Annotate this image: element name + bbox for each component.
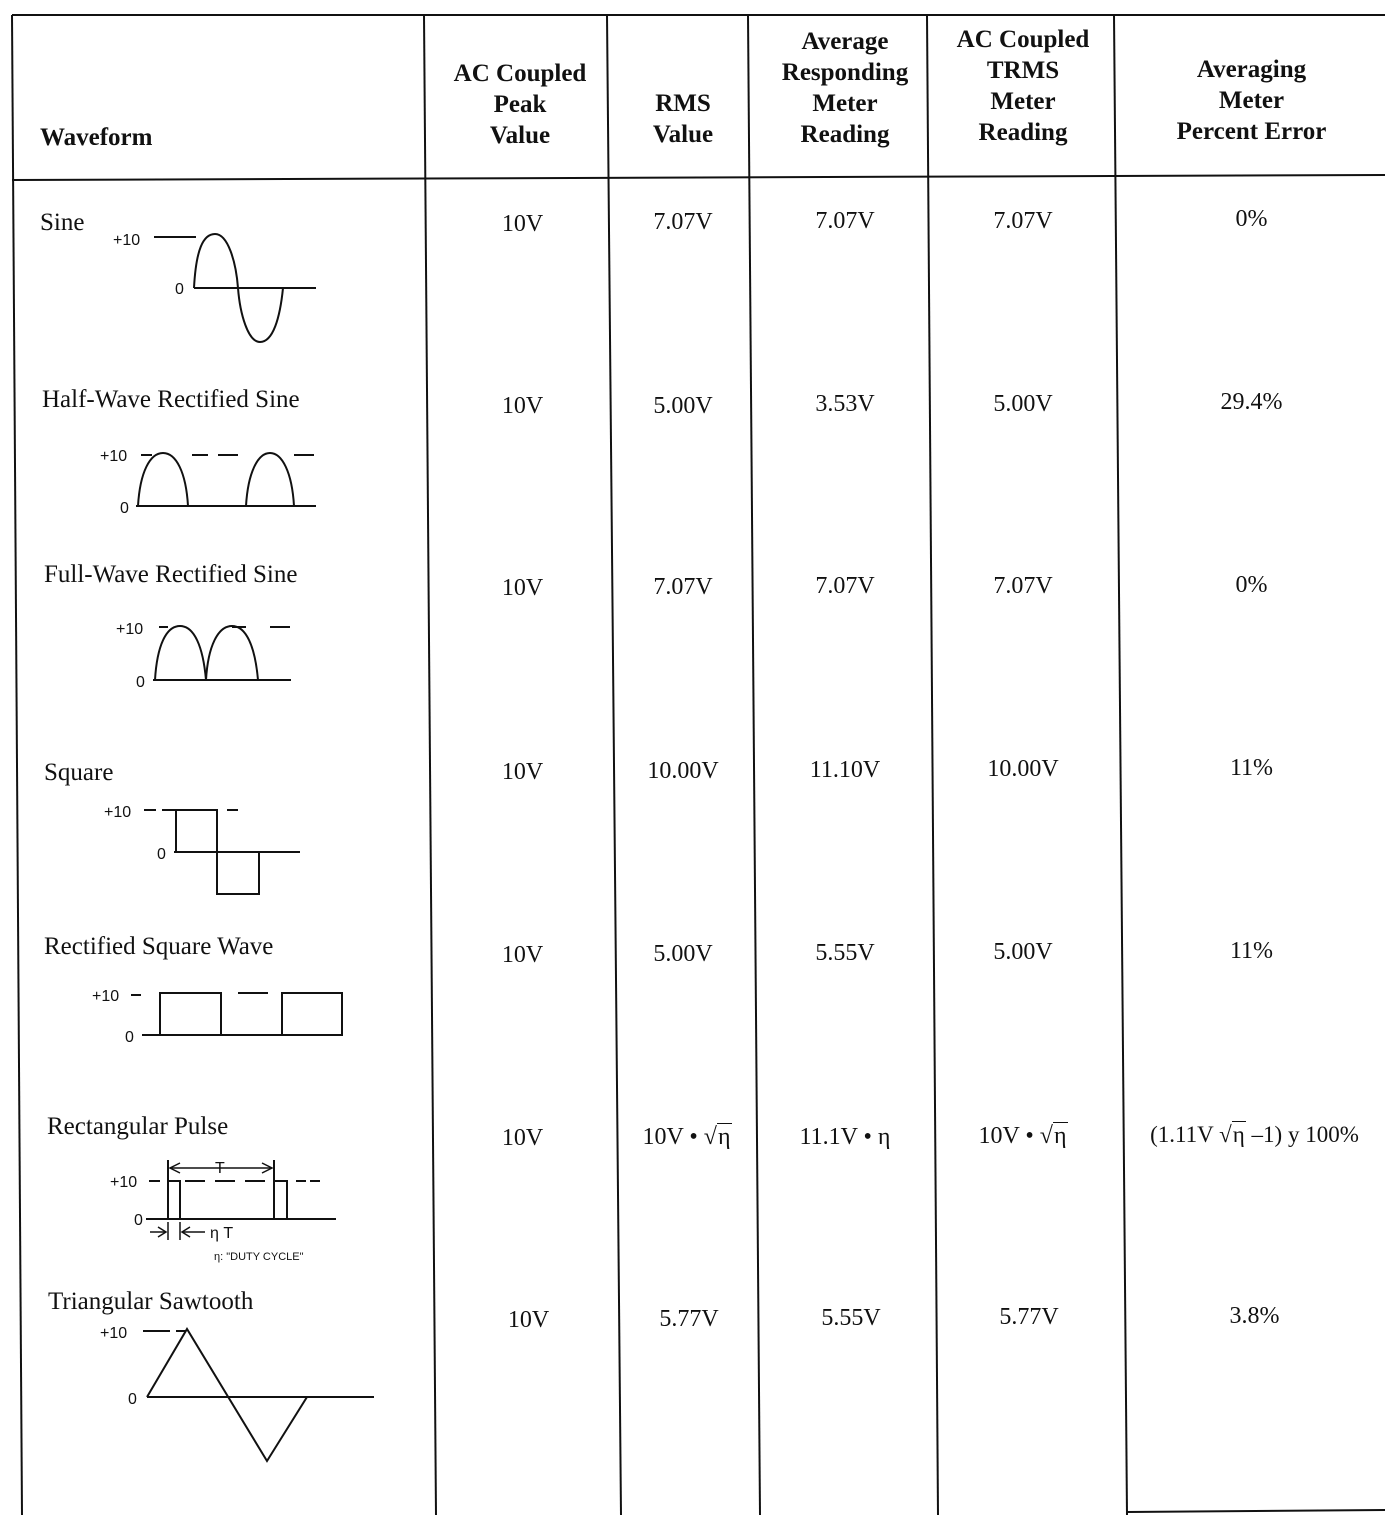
waveform-name-rectangular-pulse: Rectangular Pulse bbox=[47, 1113, 229, 1140]
sine-wave-diagram bbox=[154, 232, 316, 344]
full-wave-diagram bbox=[153, 624, 291, 681]
label-zero: 0 bbox=[175, 281, 184, 298]
cell-rms: 7.07V bbox=[653, 574, 713, 600]
cell-peak: 10V bbox=[501, 1125, 544, 1151]
cell-avg: 3.53V bbox=[815, 391, 875, 417]
cell-avg: 7.07V bbox=[815, 208, 875, 234]
waveform-name-full-wave: Full-Wave Rectified Sine bbox=[44, 561, 298, 588]
cell-trms: 7.07V bbox=[993, 573, 1053, 599]
label-tau: T bbox=[215, 1160, 225, 1177]
cell-avg: 7.07V bbox=[815, 573, 875, 599]
cell-avg: 11.10V bbox=[809, 757, 881, 783]
label-zero: 0 bbox=[128, 1391, 137, 1408]
header-trms-reading: AC Coupled TRMS Meter Reading bbox=[956, 26, 1090, 146]
label-plus10: +10 bbox=[110, 1174, 137, 1191]
waveform-name-square: Square bbox=[44, 759, 114, 786]
half-wave-diagram bbox=[136, 451, 316, 507]
cell-avg: 11.1V • η bbox=[799, 1124, 891, 1150]
cell-rms: 7.07V bbox=[653, 209, 713, 235]
cell-rms: 5.00V bbox=[653, 941, 713, 967]
cell-rms: 10.00V bbox=[647, 758, 719, 784]
cell-rms: 5.77V bbox=[659, 1306, 719, 1332]
header-waveform: Waveform bbox=[40, 124, 153, 151]
header-average-reading: Average Responding Meter Reading bbox=[781, 28, 909, 148]
cell-error: 11% bbox=[1229, 938, 1274, 964]
rectangular-pulse-diagram bbox=[146, 1160, 336, 1240]
cell-error: 3.8% bbox=[1229, 1303, 1280, 1329]
cell-error: 0% bbox=[1235, 206, 1268, 232]
label-zero: 0 bbox=[125, 1029, 134, 1046]
cell-avg: 5.55V bbox=[815, 940, 875, 966]
label-plus10: +10 bbox=[104, 804, 131, 821]
cell-peak: 10V bbox=[501, 942, 544, 968]
triangular-wave-diagram bbox=[143, 1327, 374, 1463]
cell-rms: 10V • √η bbox=[642, 1123, 732, 1150]
cell-trms: 10V • √η bbox=[978, 1122, 1068, 1149]
cell-error: 0% bbox=[1235, 572, 1268, 598]
cell-trms: 5.77V bbox=[999, 1304, 1059, 1330]
label-plus10: +10 bbox=[100, 448, 127, 465]
label-zero: 0 bbox=[157, 846, 166, 863]
label-zero: 0 bbox=[134, 1212, 143, 1229]
cell-peak: 10V bbox=[501, 211, 544, 237]
header-rms-value: RMS Value bbox=[652, 90, 714, 148]
waveform-name-half-wave: Half-Wave Rectified Sine bbox=[42, 386, 300, 413]
cell-trms: 5.00V bbox=[993, 391, 1053, 417]
label-duty-cycle: η: "DUTY CYCLE" bbox=[214, 1251, 304, 1263]
label-plus10: +10 bbox=[113, 232, 140, 249]
header-peak-value: AC Coupled Peak Value bbox=[453, 60, 587, 149]
label-plus10: +10 bbox=[100, 1325, 127, 1342]
waveform-name-triangular-sawtooth: Triangular Sawtooth bbox=[48, 1288, 254, 1315]
cell-rms: 5.00V bbox=[653, 393, 713, 419]
cell-error: (1.11V √η –1) y 100% bbox=[1150, 1121, 1359, 1147]
header-percent-error: Averaging Meter Percent Error bbox=[1176, 56, 1327, 145]
cell-error: 29.4% bbox=[1220, 389, 1283, 415]
label-zero: 0 bbox=[136, 674, 145, 691]
cell-peak: 10V bbox=[501, 759, 544, 785]
square-wave-diagram bbox=[144, 809, 300, 895]
cell-trms: 5.00V bbox=[993, 939, 1053, 965]
cell-avg: 5.55V bbox=[821, 1305, 881, 1331]
label-eta-tau: η T bbox=[210, 1225, 233, 1242]
label-zero: 0 bbox=[120, 500, 129, 517]
cell-error: 11% bbox=[1229, 755, 1274, 781]
cell-peak: 10V bbox=[507, 1307, 550, 1333]
cell-trms: 7.07V bbox=[993, 208, 1053, 234]
cell-trms: 10.00V bbox=[987, 756, 1059, 782]
label-plus10: +10 bbox=[116, 621, 143, 638]
waveform-name-rectified-square: Rectified Square Wave bbox=[44, 933, 274, 960]
label-plus10: +10 bbox=[92, 988, 119, 1005]
rectified-square-diagram bbox=[131, 992, 343, 1036]
waveform-name-sine: Sine bbox=[40, 209, 85, 236]
cell-peak: 10V bbox=[501, 393, 544, 419]
cell-peak: 10V bbox=[501, 575, 544, 601]
